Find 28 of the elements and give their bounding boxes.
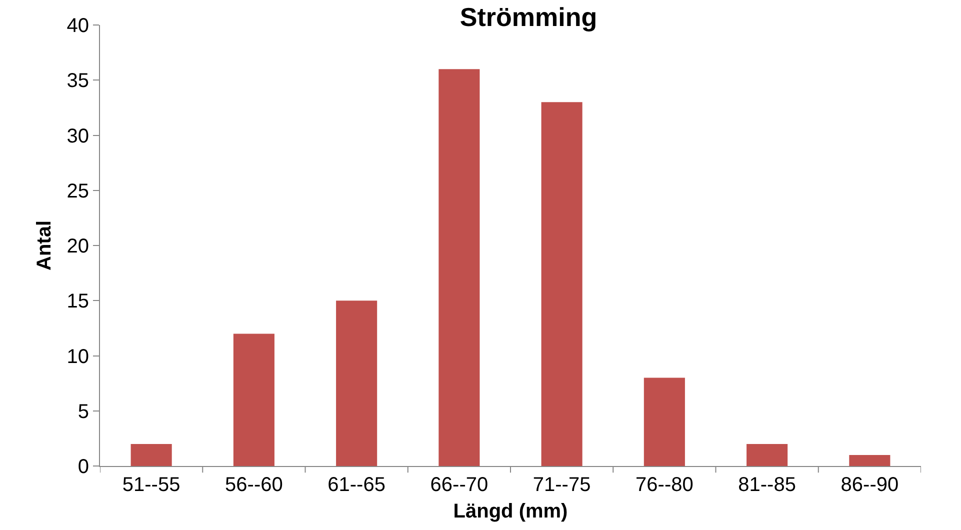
x-tick-label: 66--70 [430,474,488,496]
y-tick-label: 20 [66,236,89,258]
x-axis-title: Längd (mm) [453,500,568,522]
bar [849,454,890,466]
x-tick-label: 81--85 [738,474,796,496]
bar [644,378,685,466]
bar [746,444,788,466]
x-tick-label: 56--60 [225,474,283,496]
x-tick-label: 86--90 [840,474,899,496]
y-tick-label: 0 [78,456,89,478]
bar [233,334,274,466]
x-tick-label: 61--65 [328,474,386,496]
bar [130,444,172,466]
x-tick-label: 51--55 [122,474,180,496]
y-tick-label: 15 [66,290,89,313]
chart-title: Strömming [460,2,598,32]
y-tick-label: 30 [66,125,89,148]
y-tick-label: 25 [66,180,89,202]
bar [438,69,480,466]
bar [541,102,582,466]
y-axis-title: Antal [33,220,56,270]
y-tick-label: 10 [66,346,89,368]
x-tick-label: 76--80 [636,474,694,496]
y-tick-label: 40 [66,15,89,37]
bar [336,300,378,466]
y-tick-label: 35 [66,70,89,92]
y-tick-label: 5 [78,400,89,423]
x-tick-label: 71--75 [532,474,591,496]
